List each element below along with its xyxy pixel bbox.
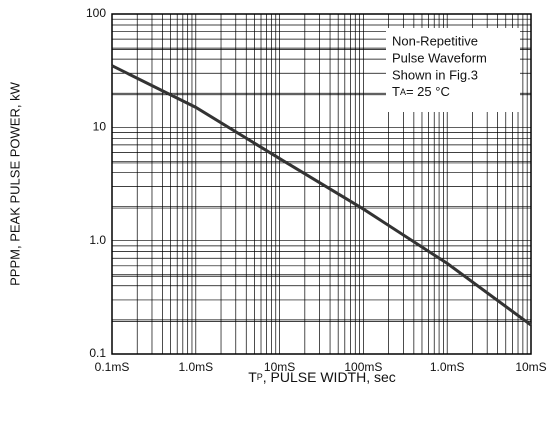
x-tick-label: 1.0mS (178, 360, 213, 374)
temp-text: = 25 °C (406, 84, 450, 99)
data-line (111, 64, 532, 327)
annotation-line: Shown in Fig.3 (392, 67, 478, 82)
x-tick-label: 0.1mS (95, 360, 130, 374)
x-label-sub: P (257, 372, 263, 382)
annotation-line: Pulse Waveform (392, 50, 487, 65)
annotation-line: Non-Repetitive (392, 33, 478, 48)
x-label-symbol: T (248, 369, 257, 385)
plot-frame (111, 13, 532, 355)
y-tick-label: 0.1 (89, 346, 106, 360)
x-axis-label: TP, PULSE WIDTH, sec (248, 369, 396, 385)
temp-symbol: T (392, 84, 400, 99)
annotation-temp: TA= 25 °C (392, 84, 450, 99)
x-tick-label: 10mS (515, 360, 546, 374)
y-tick-label: 100 (86, 6, 106, 20)
annotation-box (386, 28, 520, 112)
x-tick-label: 10mS (264, 360, 295, 374)
x-tick-label: 1.0mS (430, 360, 465, 374)
y-tick-label: 10 (93, 120, 107, 134)
y-axis-label: PPPM, PEAK PULSE POWER, kW (7, 81, 22, 285)
x-tick-label: 100mS (344, 360, 382, 374)
temp-sub: A (400, 87, 406, 97)
y-tick-label: 1.0 (89, 233, 106, 247)
x-label-text: , PULSE WIDTH, sec (263, 369, 396, 385)
